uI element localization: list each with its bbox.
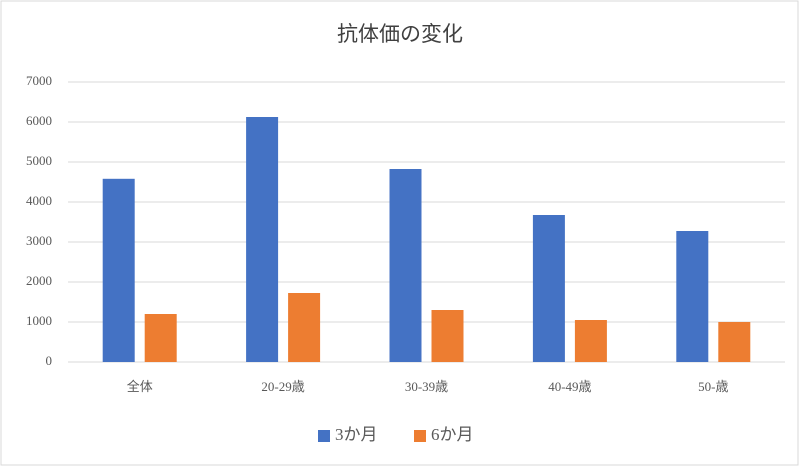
bar [389, 169, 422, 362]
bar [574, 320, 607, 362]
y-tick-label: 0 [46, 353, 53, 368]
bar [532, 215, 565, 362]
y-tick-label: 2000 [26, 273, 52, 288]
bar [102, 178, 135, 362]
bar [718, 322, 751, 362]
y-tick-label: 4000 [26, 193, 52, 208]
legend-label: 6か月 [431, 425, 474, 444]
legend-label: 3か月 [335, 425, 378, 444]
x-tick-label: 全体 [127, 379, 153, 394]
x-tick-label: 20-29歳 [261, 379, 304, 394]
bar [144, 314, 177, 362]
bar [431, 310, 464, 362]
y-tick-label: 1000 [26, 313, 52, 328]
legend-swatch [318, 430, 330, 442]
bar [288, 293, 321, 362]
x-tick-label: 30-39歳 [405, 379, 448, 394]
y-tick-label: 3000 [26, 233, 52, 248]
y-tick-label: 5000 [26, 153, 52, 168]
bar [676, 231, 709, 362]
y-tick-label: 6000 [26, 113, 52, 128]
bar [246, 117, 279, 362]
legend-swatch [414, 430, 426, 442]
x-tick-label: 40-49歳 [548, 379, 591, 394]
x-tick-label: 50-歳 [698, 379, 728, 394]
y-tick-label: 7000 [26, 73, 52, 88]
chart-title: 抗体価の変化 [337, 22, 463, 46]
